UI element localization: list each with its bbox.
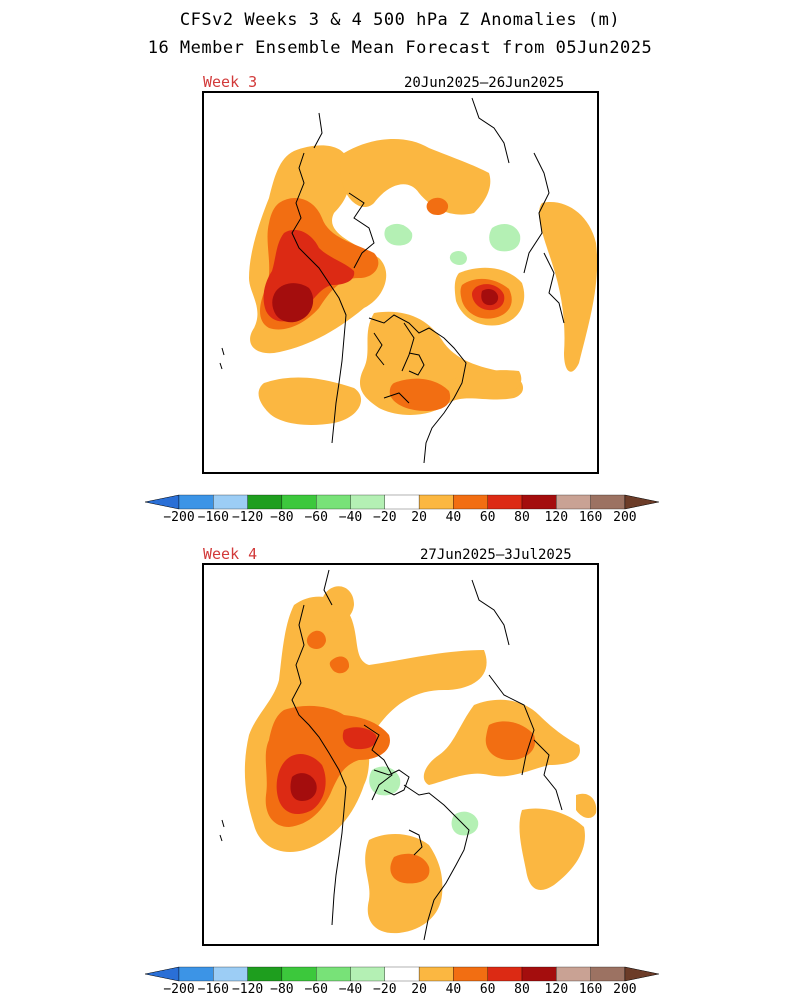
colorbar-tick-label: 60	[479, 982, 496, 997]
colorbar-arrow-low	[144, 494, 180, 510]
colorbar-tick-label: −60	[304, 982, 328, 997]
colorbar-tick-label: 120	[544, 982, 569, 997]
colorbar-tick-label: 40	[445, 510, 462, 525]
colorbar-tick-label: −20	[373, 510, 397, 525]
colorbar-swatch	[384, 966, 420, 982]
colorbar-tick-label: 20	[411, 510, 427, 525]
week4-map-svg	[219, 569, 597, 941]
colorbar-swatch	[316, 966, 351, 982]
colorbar-tick-label: 200	[613, 510, 637, 525]
week4-coastlines	[219, 569, 563, 941]
colorbar-swatch	[556, 494, 591, 510]
colorbar-tick-label: 80	[514, 982, 530, 997]
colorbar-tick-label: −120	[231, 510, 264, 525]
colorbar-week3-svg	[144, 494, 659, 510]
colorbar-swatch	[281, 494, 317, 510]
colorbar-tick-label: 200	[613, 982, 637, 997]
week3-map	[202, 91, 599, 474]
colorbar-tick-label: −160	[197, 982, 229, 997]
colorbar-swatch	[590, 494, 626, 510]
colorbar-swatch	[453, 494, 488, 510]
colorbar-swatch	[487, 966, 523, 982]
colorbar-arrow-high	[624, 966, 659, 982]
week4-label: Week 4	[203, 545, 258, 563]
colorbar-swatch	[590, 966, 626, 982]
colorbar-week4-svg	[144, 966, 659, 982]
colorbar-arrow-low	[144, 966, 180, 982]
colorbar-tick-label: −160	[197, 510, 229, 525]
colorbar-tick-label: 40	[445, 982, 462, 997]
colorbar-swatch	[487, 494, 523, 510]
colorbar-swatch	[350, 966, 385, 982]
colorbar-swatch	[316, 494, 351, 510]
week3-anomaly-neg20	[384, 223, 521, 266]
colorbar-swatch	[178, 494, 214, 510]
colorbar-swatch	[521, 494, 557, 510]
chart-subtitle: 16 Member Ensemble Mean Forecast from 05…	[147, 38, 653, 58]
colorbar-tick-label: −80	[270, 510, 294, 525]
week3-anomaly-80	[272, 283, 499, 323]
colorbar-swatch	[350, 494, 385, 510]
colorbar-swatch	[418, 494, 454, 510]
colorbar-swatch	[384, 494, 420, 510]
colorbar-swatch	[213, 966, 248, 982]
colorbar-week3: −200 −160 −120 −80 −60 −40 −20 20 40 60 80 120 160 20…	[0, 493, 800, 533]
colorbar-swatch	[281, 966, 317, 982]
colorbar-tick-label: −120	[231, 982, 264, 997]
colorbar-swatch	[556, 966, 591, 982]
colorbar-tick-label: −40	[338, 982, 363, 997]
colorbar-week4: −200 −160 −120 −80 −60 −40 −20 20 40 60 80 120 160 20…	[0, 965, 800, 1000]
colorbar-tick-label: −80	[270, 982, 294, 997]
week4-anomaly-80	[290, 773, 317, 801]
colorbar-swatch	[418, 966, 454, 982]
colorbar-tick-label: −60	[304, 510, 328, 525]
week4-anomaly-neg20	[369, 766, 479, 836]
colorbar-tick-label: −200	[163, 982, 195, 997]
colorbar-arrow-high	[624, 494, 659, 510]
colorbar-swatch	[247, 966, 283, 982]
colorbar-tick-label: 160	[578, 982, 603, 997]
week3-coastlines	[219, 97, 565, 464]
colorbar-swatch	[178, 966, 214, 982]
colorbar-tick-label: −200	[163, 510, 195, 525]
colorbar-swatch	[247, 494, 283, 510]
week3-map-svg	[219, 97, 597, 464]
colorbar-tick-label: 20	[411, 982, 427, 997]
colorbar-swatch	[521, 966, 557, 982]
colorbar-swatch	[213, 494, 248, 510]
colorbar-tick-label: −20	[373, 982, 397, 997]
colorbar-swatch	[453, 966, 488, 982]
week3-dates: 20Jun2025—26Jun2025	[404, 75, 565, 91]
colorbar-tick-label: 160	[578, 510, 603, 525]
colorbar-tick-label: 120	[544, 510, 569, 525]
colorbar-tick-label: 60	[479, 510, 496, 525]
chart-title: CFSv2 Weeks 3 & 4 500 hPa Z Anomalies (m…	[179, 10, 621, 30]
colorbar-tick-label: −40	[338, 510, 363, 525]
week4-dates: 27Jun2025—3Jul2025	[420, 547, 572, 563]
week3-label: Week 3	[203, 73, 258, 91]
colorbar-tick-label: 80	[514, 510, 530, 525]
week4-map	[202, 563, 599, 946]
